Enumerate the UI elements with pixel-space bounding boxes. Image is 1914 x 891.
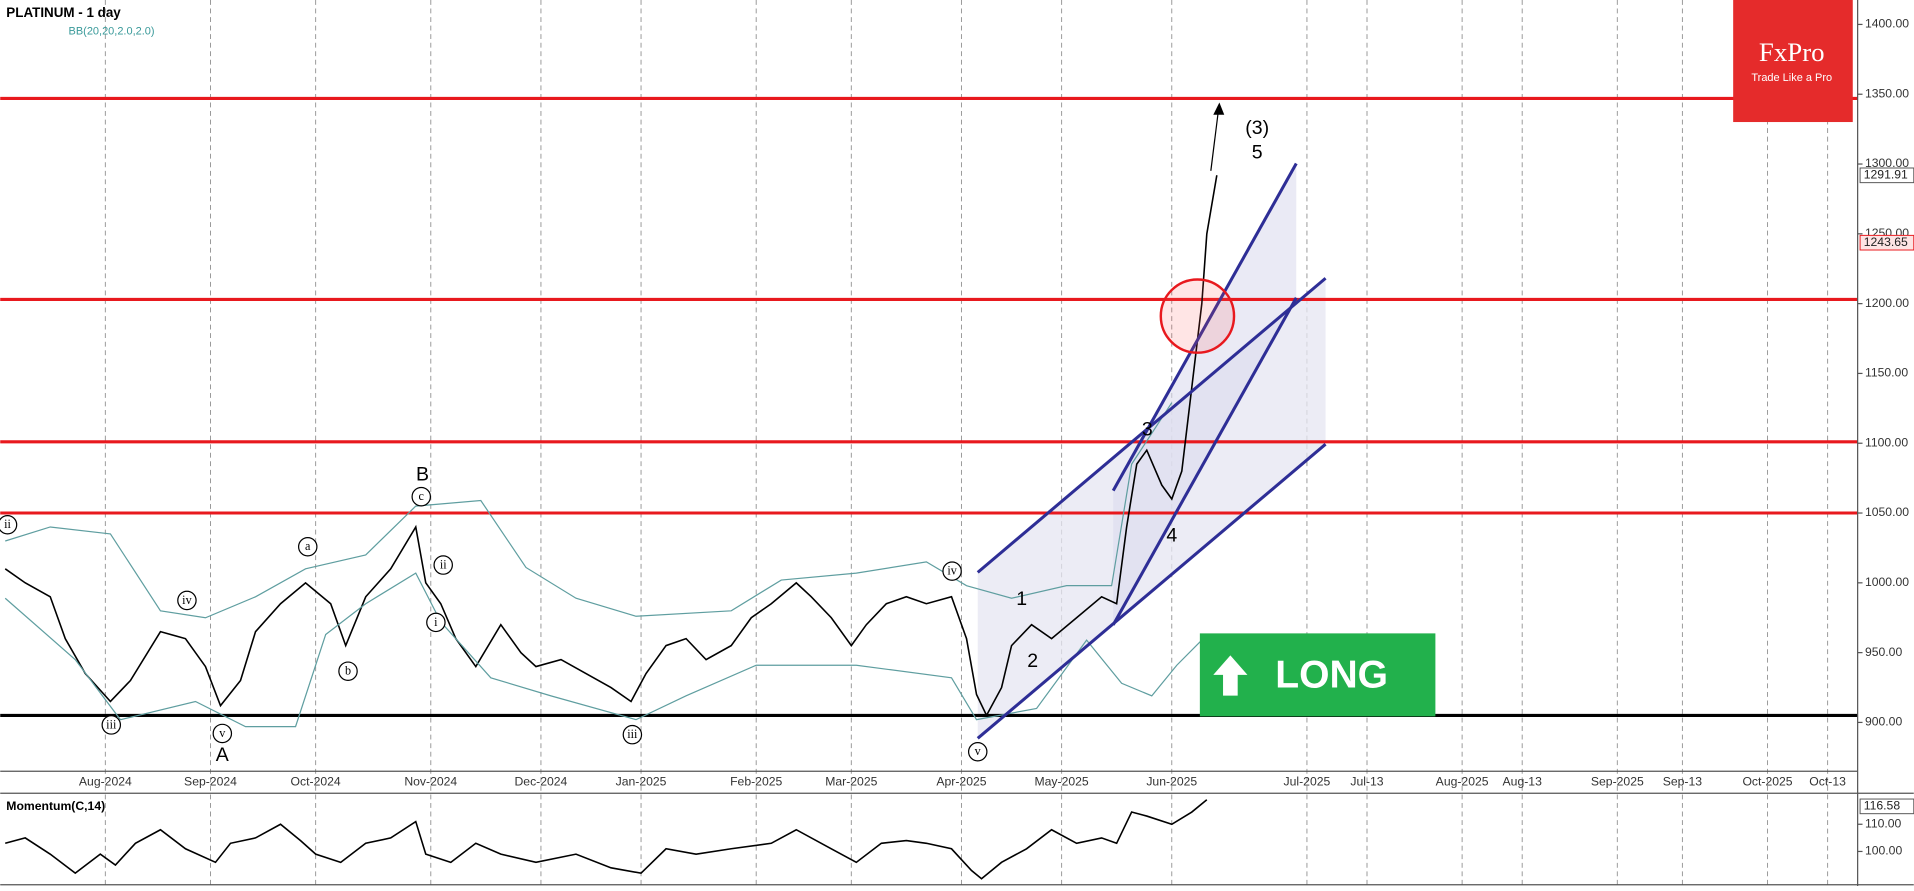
logo-tagline: Trade Like a Pro (1751, 72, 1832, 84)
wave-label: iv (182, 593, 192, 607)
chart-title: PLATINUM - 1 day (6, 5, 121, 20)
y-tick-label: 1200.00 (1865, 296, 1909, 310)
y-tick-label: 1100.00 (1865, 435, 1908, 449)
wave-label: iv (947, 564, 957, 578)
x-tick-label: Dec-2024 (514, 774, 567, 788)
wave-circle (338, 661, 358, 681)
wave-label: c (419, 489, 425, 503)
x-tick-label: Jun-2025 (1146, 774, 1197, 788)
y-tick-label: 1300.00 (1865, 156, 1909, 170)
wave-circle (411, 486, 432, 507)
x-tick-label: Sep-2025 (1591, 774, 1644, 788)
wave-circle (967, 741, 988, 762)
x-tick-label: Oct-2024 (291, 774, 341, 788)
y-tick-label: 1050.00 (1865, 505, 1909, 519)
wave-label: B (416, 463, 429, 485)
band-line (5, 402, 1173, 619)
signal-label: LONG (1275, 654, 1388, 697)
channel-shade (1113, 163, 1297, 625)
wave-circle (101, 715, 122, 735)
wave-circle (426, 612, 446, 633)
wave-circle (942, 561, 962, 581)
x-tick-label: Aug-13 (1503, 774, 1543, 788)
indicator-label: BB(20,20,2.0,2.0) (69, 26, 155, 38)
channel-line (976, 443, 1327, 740)
x-tick-label: Oct-2025 (1742, 774, 1792, 788)
value-marker-label: 116.58 (1864, 799, 1901, 813)
x-tick-label: Sep-2024 (184, 774, 237, 788)
wave-circle (212, 723, 233, 744)
channel-line (1111, 162, 1298, 492)
y-tick-label: 900.00 (1865, 715, 1902, 729)
wave-circle (622, 724, 643, 745)
wave-label: ii (4, 517, 11, 531)
wave-label: v (219, 726, 226, 740)
wave-label: 2 (1027, 650, 1038, 672)
wave-circle (177, 590, 197, 611)
wave-label: (3) (1245, 117, 1269, 139)
x-tick-label: May-2025 (1035, 774, 1089, 788)
logo-brand: FxPro (1759, 37, 1825, 67)
wave-label: a (305, 539, 311, 553)
channel-line (1111, 297, 1298, 626)
price-line (4, 175, 1218, 718)
x-tick-label: Jan-2025 (616, 774, 667, 788)
wave-label: ii (440, 557, 447, 571)
wave-label: 4 (1166, 525, 1177, 547)
y-tick-label: 1000.00 (1865, 575, 1909, 589)
wave-label: v (975, 744, 982, 758)
wave-circle (433, 555, 453, 575)
data-layer (0, 96, 1858, 880)
wave-label: 3 (1142, 418, 1153, 440)
price-marker-label: 1243.65 (1864, 235, 1908, 249)
top-layer: 900.00950.001000.001050.001100.001150.00… (0, 17, 1914, 858)
channel-line (976, 277, 1327, 574)
highlight-circle (1159, 278, 1236, 354)
x-tick-label: Sep-13 (1663, 774, 1703, 788)
wave-label: iii (106, 717, 117, 731)
wave-label: iii (627, 727, 638, 741)
wave-circle (0, 515, 18, 535)
x-tick-label: Oct-13 (1809, 774, 1846, 788)
logo-box (1733, 0, 1853, 123)
y-tick-label: 100.00 (1865, 844, 1902, 858)
x-tick-label: Feb-2025 (730, 774, 782, 788)
price-line (5, 799, 1208, 880)
signal-icon (1213, 655, 1248, 696)
band-line (4, 572, 1203, 728)
y-tick-label: 1350.00 (1865, 86, 1909, 100)
wave-label: A (216, 744, 229, 766)
y-tick-label: 1150.00 (1865, 366, 1908, 380)
x-tick-label: Apr-2025 (936, 774, 986, 788)
wave-label: b (345, 664, 351, 678)
background-layer (104, 0, 1829, 886)
channel-lines (976, 162, 1327, 740)
x-tick-label: Aug-2024 (79, 774, 132, 788)
wave-label: 5 (1252, 141, 1263, 163)
y-tick-label: 1400.00 (1865, 17, 1909, 31)
wave-label: i (434, 615, 438, 629)
x-tick-label: Mar-2025 (825, 774, 877, 788)
arrow-head (1213, 102, 1225, 115)
wave-circle (297, 536, 318, 557)
x-tick-label: Nov-2024 (404, 774, 457, 788)
y-tick-label: 950.00 (1865, 645, 1902, 659)
x-tick-label: Jul-13 (1350, 774, 1383, 788)
wave-label: 1 (1016, 588, 1027, 610)
target-arrow (1210, 112, 1219, 171)
pane-title: Momentum(C,14) (6, 799, 105, 813)
y-tick-label: 110.00 (1865, 816, 1902, 830)
x-tick-label: Jul-2025 (1284, 774, 1331, 788)
x-tick-label: Aug-2025 (1436, 774, 1489, 788)
price-marker-label: 1291.91 (1864, 168, 1908, 182)
